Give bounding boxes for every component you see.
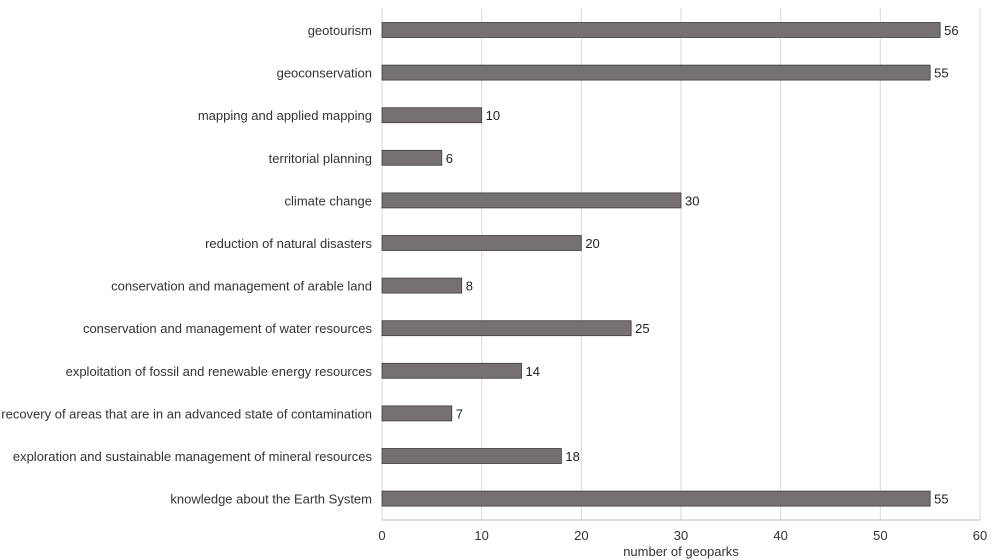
data-labels: 56 55 10 6 30 20 8 25 14 7 18 55 xyxy=(446,23,959,507)
category-label: exploration and sustainable management o… xyxy=(13,449,373,464)
data-label: 6 xyxy=(446,151,453,166)
data-label: 8 xyxy=(466,279,473,294)
category-label: territorial planning xyxy=(269,151,372,166)
x-tick-label: 20 xyxy=(574,528,588,543)
x-tick-label: 40 xyxy=(773,528,787,543)
x-tick-labels: 0 10 20 30 40 50 60 xyxy=(378,528,987,543)
data-label: 30 xyxy=(685,193,699,208)
category-label: conservation and management of arable la… xyxy=(111,279,372,294)
bars xyxy=(381,22,941,507)
x-tick-label: 30 xyxy=(674,528,688,543)
category-label: mapping and applied mapping xyxy=(198,108,372,123)
data-label: 56 xyxy=(944,23,958,38)
data-label: 18 xyxy=(565,449,579,464)
bar xyxy=(381,320,632,337)
bar xyxy=(381,362,522,379)
category-label: reduction of natural disasters xyxy=(205,236,372,251)
category-label: exploitation of fossil and renewable ene… xyxy=(66,364,373,379)
x-tick-label: 50 xyxy=(873,528,887,543)
category-label: geoconservation xyxy=(277,66,372,81)
bar xyxy=(381,22,941,38)
data-label: 10 xyxy=(486,108,500,123)
category-label: conservation and management of water res… xyxy=(83,321,373,336)
x-axis-title: number of geoparks xyxy=(623,544,739,559)
x-tick-label: 10 xyxy=(474,528,488,543)
bar xyxy=(381,192,682,209)
category-label: knowledge about the Earth System xyxy=(170,492,372,507)
bar xyxy=(381,107,483,124)
x-tick-label: 0 xyxy=(378,528,385,543)
data-label: 20 xyxy=(585,236,599,251)
x-tick-label: 60 xyxy=(973,528,987,543)
gridlines xyxy=(381,8,981,520)
bar xyxy=(381,149,443,166)
category-labels: geotourism geoconservation mapping and app… xyxy=(1,23,372,507)
data-label: 55 xyxy=(934,66,948,81)
category-label: climate change xyxy=(285,193,372,208)
category-label: geotourism xyxy=(308,23,372,38)
bar xyxy=(381,64,931,81)
bar xyxy=(381,235,582,251)
data-label: 14 xyxy=(526,364,540,379)
category-label: recovery of areas that are in an advance… xyxy=(1,406,372,421)
data-label: 55 xyxy=(934,492,948,507)
data-label: 25 xyxy=(635,321,649,336)
bar xyxy=(381,277,463,294)
data-label: 7 xyxy=(456,406,463,421)
bar xyxy=(381,448,562,464)
bar xyxy=(381,405,453,422)
bar xyxy=(381,490,931,507)
